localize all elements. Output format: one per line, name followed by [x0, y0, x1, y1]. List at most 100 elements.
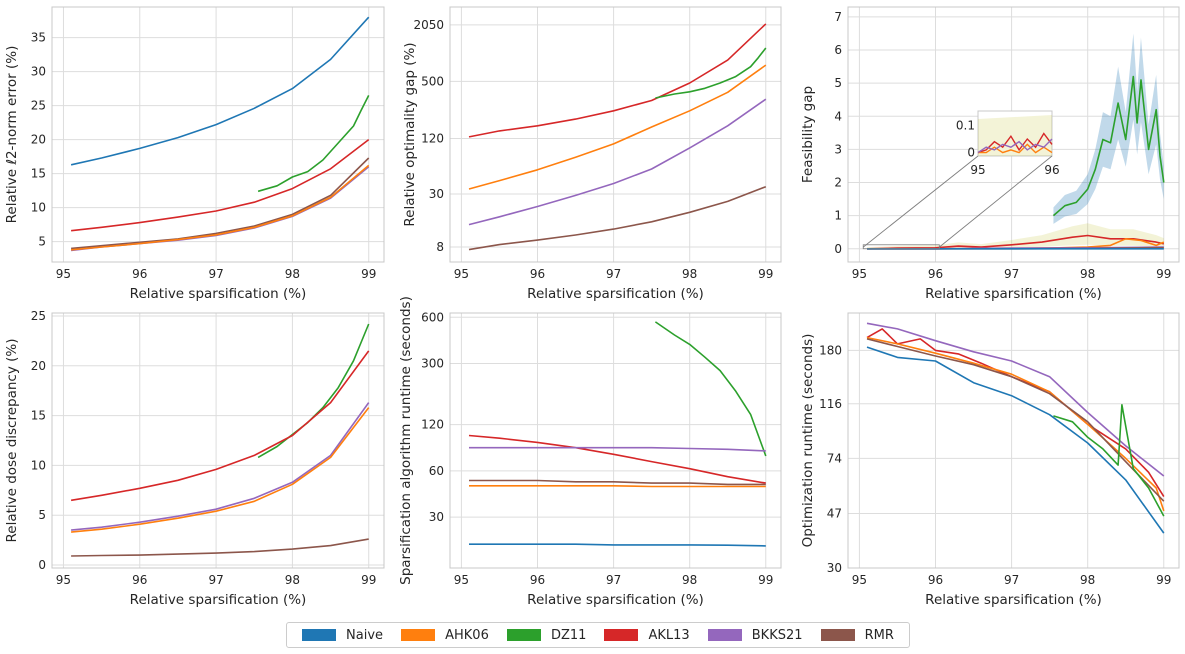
legend-item-rmr: RMR — [820, 628, 894, 643]
x-tick-label: 95 — [852, 573, 867, 587]
inset-series-line — [977, 138, 1053, 154]
x-tick-label: 99 — [758, 267, 773, 281]
chart-panel-2: 95 96 97 98 99 8 30 120 500 2050 Relative sparsifi… — [402, 6, 782, 302]
y-tick-label: 47 — [827, 506, 842, 520]
y-tick-label: 1 — [834, 209, 842, 223]
x-axis-label: Relative sparsification (%) — [925, 592, 1102, 608]
x-tick-label: 99 — [1156, 573, 1171, 587]
series-line-bkks21 — [71, 166, 370, 252]
x-tick-label: 99 — [758, 573, 773, 587]
x-tick-label: 97 — [606, 573, 621, 587]
x-tick-label: 96 — [928, 267, 943, 281]
inset-y-tick-label: 0 — [967, 146, 975, 160]
y-tick-label: 20 — [31, 359, 46, 373]
series-line-akl13 — [866, 328, 1165, 498]
y-tick-label: 500 — [421, 74, 444, 88]
chart-panel-5: 95 96 97 98 99 30 60 120 300 600 Relative sparsifi… — [398, 296, 782, 608]
x-axis-label: Relative sparsification (%) — [130, 592, 307, 608]
legend-item-dz11: DZ11 — [506, 627, 587, 643]
y-tick-label: 600 — [421, 310, 444, 324]
x-tick-label: 99 — [361, 267, 376, 281]
y-tick-label: 6 — [834, 43, 842, 57]
chart-panel-1: 95 96 97 98 99 5 10 15 20 25 30 35 Relative sparsifi… — [4, 6, 385, 302]
legend-label: AHK06 — [445, 627, 489, 643]
series-line-akl13 — [468, 23, 767, 138]
y-tick-label: 25 — [31, 99, 46, 113]
y-tick-label: 20 — [31, 133, 46, 147]
inset-series-line — [978, 143, 1053, 154]
series-line-ahk06 — [71, 407, 370, 533]
axes-frame — [51, 6, 385, 263]
axes-frame — [847, 312, 1180, 569]
x-tick-label: 97 — [606, 267, 621, 281]
x-tick-label: 98 — [1080, 573, 1095, 587]
x-tick-label: 99 — [361, 573, 376, 587]
y-tick-label: 0 — [834, 242, 842, 256]
y-tick-label: 0 — [38, 558, 46, 572]
legend-item-akl13: AKL13 — [604, 628, 690, 643]
y-tick-label: 300 — [421, 357, 444, 371]
inset-zoom: 95 96 0 0.1 — [862, 110, 1060, 250]
inset-x-tick-label: 96 — [1044, 163, 1059, 177]
legend-item-naive: Naive — [302, 628, 383, 643]
y-tick-label: 120 — [421, 132, 444, 146]
x-tick-label: 97 — [208, 267, 223, 281]
y-tick-label: 30 — [429, 187, 444, 201]
axes-frame — [449, 312, 782, 569]
legend-label: DZ11 — [550, 627, 587, 643]
legend-swatch — [707, 629, 742, 641]
y-axis-label: Relative dose discrepancy (%) — [4, 339, 20, 543]
x-axis-label: Relative sparsification (%) — [925, 286, 1102, 302]
akl13-uncertainty-band — [867, 223, 1164, 249]
inset-series-line — [977, 132, 1053, 154]
y-tick-label: 35 — [31, 31, 46, 45]
y-tick-label: 116 — [819, 397, 842, 411]
x-tick-label: 98 — [285, 573, 300, 587]
x-tick-label: 99 — [1156, 267, 1171, 281]
x-tick-label: 96 — [530, 267, 545, 281]
x-tick-label: 98 — [285, 267, 300, 281]
axes-frame — [449, 6, 782, 263]
x-tick-label: 95 — [852, 267, 867, 281]
y-tick-label: 10 — [31, 201, 46, 215]
axes-frame — [847, 6, 1180, 263]
y-tick-label: 2 — [834, 176, 842, 190]
legend-label: Naive — [346, 627, 384, 643]
series-line-dz11 — [257, 95, 370, 193]
y-tick-label: 5 — [834, 76, 842, 90]
x-tick-label: 95 — [454, 573, 469, 587]
series-line-akl13 — [866, 234, 1164, 250]
y-tick-label: 180 — [819, 343, 842, 357]
x-tick-label: 95 — [454, 267, 469, 281]
x-tick-label: 97 — [208, 573, 223, 587]
y-tick-label: 3 — [834, 142, 842, 156]
y-tick-label: 15 — [31, 167, 46, 181]
inset-x-tick-label: 95 — [970, 163, 985, 177]
legend-swatch — [604, 629, 639, 641]
series-line-bkks21 — [71, 402, 370, 531]
chart-panel-4: 95 96 97 98 99 0 5 10 15 20 25 Relative sparsificat… — [4, 309, 385, 608]
y-axis-label: Feasibility gap — [800, 86, 816, 183]
y-tick-label: 8 — [436, 240, 444, 254]
inset-y-tick-label: 0.1 — [956, 118, 975, 132]
legend: Naive AHK06 DZ11 AKL13 BKKS21 RMR — [286, 622, 910, 648]
series-line-akl13 — [70, 350, 370, 502]
y-tick-label: 30 — [827, 561, 842, 575]
legend-swatch — [401, 629, 436, 641]
y-tick-label: 30 — [429, 510, 444, 524]
series-line-ahk06 — [468, 64, 767, 190]
inset-connector — [862, 155, 979, 248]
y-axis-label: Sparsification algorithm runtime (second… — [398, 296, 414, 585]
series-line-dz11 — [654, 321, 767, 457]
series-line-naive — [70, 16, 370, 166]
y-tick-label: 30 — [31, 65, 46, 79]
series-line-rmr — [866, 338, 1165, 502]
x-tick-label: 96 — [530, 573, 545, 587]
y-axis-label: Optimization runtime (seconds) — [800, 334, 816, 548]
inset-zoom-region — [862, 244, 940, 250]
x-tick-label: 96 — [132, 573, 147, 587]
legend-label: BKKS21 — [751, 627, 803, 643]
y-tick-label: 5 — [38, 508, 46, 522]
series-line-akl13 — [468, 434, 766, 484]
